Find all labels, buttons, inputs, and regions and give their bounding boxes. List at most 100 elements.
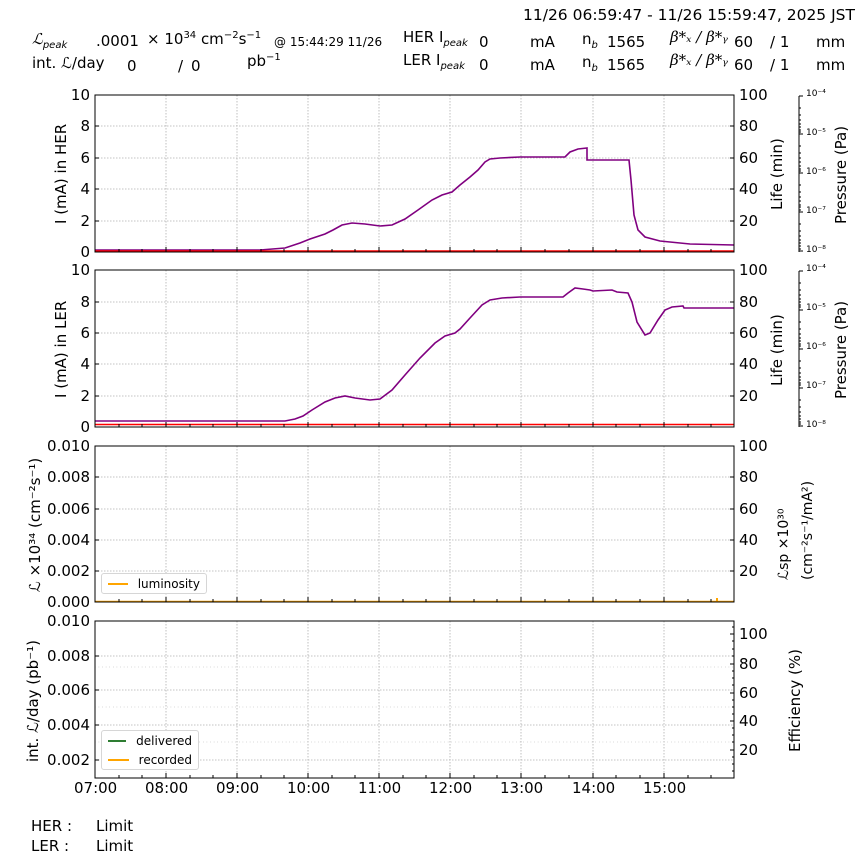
- ler-ytick-2: 2: [80, 387, 90, 405]
- intlumi-panel: [94, 620, 735, 779]
- lumi-y2tick-100: 100: [739, 437, 768, 455]
- her-y3tick-7: 10⁻⁷: [806, 206, 826, 216]
- her-ipeak-label: HER Ipeak: [403, 28, 468, 49]
- ler-beta-y: / 1: [770, 56, 790, 74]
- her-y2tick-100: 100: [739, 86, 768, 104]
- ler-beta-x: 60: [734, 56, 754, 74]
- intlumi-ytick-010: 0.010: [47, 612, 90, 630]
- intlumi-y2tick-20: 20: [739, 741, 759, 759]
- ler-y2tick-20: 20: [739, 387, 759, 405]
- lumi-panel: [94, 445, 735, 603]
- lumi-plot-frame: [94, 445, 735, 603]
- xtick-1300: 13:00: [500, 779, 544, 797]
- her-panel: [94, 94, 803, 253]
- intlumi-y2label: Efficiency (%): [786, 649, 804, 752]
- her-y2tick-20: 20: [739, 212, 759, 230]
- ler-ticks: [95, 301, 734, 427]
- intlumi-ytick-004: 0.004: [47, 716, 90, 734]
- footer-ler-label: LER :: [31, 837, 70, 855]
- ler-nb-sub: b: [591, 63, 598, 74]
- lumi-ytick-002: 0.002: [47, 562, 90, 580]
- lumi-ytick-008: 0.008: [47, 468, 90, 486]
- ler-ytick-8: 8: [80, 293, 90, 311]
- ler-ytick-0: 0: [80, 418, 90, 436]
- her-ytick-4: 4: [80, 180, 90, 198]
- her-ylabel: I (mA) in HER: [52, 123, 70, 224]
- xtick-1000: 10:00: [287, 779, 331, 797]
- lumi-y2tick-20: 20: [739, 562, 759, 580]
- her-plot-frame: [94, 94, 735, 253]
- her-ytick-0: 0: [80, 243, 90, 261]
- her-pressure-axis: [798, 95, 803, 252]
- luminosity-swatch: [108, 582, 128, 585]
- xtick-0700: 07:00: [74, 779, 118, 797]
- lpeak-label: ℒpeak: [32, 30, 67, 51]
- her-y2tick-40: 40: [739, 180, 759, 198]
- int-lumi-delivered: 0: [127, 57, 137, 75]
- ler-ipeak-text: LER I: [403, 51, 441, 69]
- lumi-ticks: [95, 476, 734, 602]
- lumi-spike: [716, 598, 718, 602]
- lpeak-unit-exp: 34: [183, 30, 197, 41]
- intlumi-ticks: [95, 626, 734, 778]
- xtick-1500: 15:00: [643, 779, 687, 797]
- footer-her-status: Limit: [96, 817, 134, 835]
- lumi-ytick-000: 0.000: [47, 593, 90, 611]
- her-beta-x: 60: [734, 33, 754, 51]
- her-ytick-10: 10: [70, 86, 90, 104]
- ler-ipeak-unit: mA: [530, 56, 555, 74]
- time-range: 11/26 06:59:47 - 11/26 15:59:47, 2025 JS…: [523, 6, 855, 24]
- xtick-0800: 08:00: [145, 779, 189, 797]
- intlumi-ytick-008: 0.008: [47, 647, 90, 665]
- lpeak-unit-cm-exp: −2: [223, 30, 239, 41]
- her-y2tick-60: 60: [739, 149, 759, 167]
- her-nb-sub: b: [591, 40, 598, 51]
- ler-y3tick-5: 10⁻⁵: [806, 303, 826, 313]
- her-nb-value: 1565: [607, 33, 646, 51]
- lpeak-unit-s: s: [238, 30, 247, 48]
- her-nb-label: nb: [582, 30, 598, 51]
- xtick-1100: 11:00: [358, 779, 402, 797]
- ler-y2tick-80: 80: [739, 293, 759, 311]
- her-grid: [95, 95, 734, 252]
- int-lumi-unit-exp: −1: [266, 52, 281, 63]
- her-ticks: [95, 125, 734, 252]
- xtick-0900: 09:00: [216, 779, 260, 797]
- intlumi-y2tick-40: 40: [739, 712, 759, 730]
- ler-beta-unit: mm: [816, 56, 846, 74]
- ler-y3tick-4: 10⁻⁴: [806, 264, 826, 274]
- ler-panel: [94, 269, 803, 428]
- her-y2label: Life (min): [768, 138, 786, 210]
- footer-her-label: HER :: [31, 817, 73, 835]
- her-y3tick-4: 10⁻⁴: [806, 89, 826, 99]
- her-ipeak-sub: peak: [443, 38, 468, 49]
- ler-y3tick-7: 10⁻⁷: [806, 381, 826, 391]
- lumi-ytick-004: 0.004: [47, 531, 90, 549]
- ler-ylabel: I (mA) in LER: [52, 300, 70, 398]
- lumi-y2tick-40: 40: [739, 531, 759, 549]
- xtick-1200: 12:00: [429, 779, 473, 797]
- ler-ipeak-label: LER Ipeak: [403, 51, 465, 72]
- xtick-1400: 14:00: [572, 779, 616, 797]
- ler-ytick-10: 10: [70, 261, 90, 279]
- her-beta-label: β*ₓ / β*ᵧ: [670, 28, 728, 46]
- legend-item-luminosity: luminosity: [102, 574, 206, 593]
- ler-y3tick-8: 10⁻⁸: [806, 420, 826, 430]
- int-lumi-sep: /: [178, 57, 184, 75]
- recorded-swatch: [108, 758, 129, 761]
- ler-nb-text: n: [582, 53, 592, 71]
- lpeak-unit-prefix: × 10: [147, 30, 184, 48]
- intlumi-grid: [95, 621, 734, 778]
- ler-plot-frame: [94, 269, 735, 428]
- lumi-ylabel: ℒ ×10³⁴ (cm⁻²s⁻¹): [26, 457, 44, 592]
- delivered-swatch: [108, 739, 127, 742]
- legend-item-delivered: delivered: [102, 731, 198, 750]
- intlumi-ytick-006: 0.006: [47, 681, 90, 699]
- lpeak-unit-cm: cm: [196, 30, 224, 48]
- her-ipeak-unit: mA: [530, 33, 555, 51]
- her-ipeak-text: HER I: [403, 28, 444, 46]
- her-y2tick-80: 80: [739, 117, 759, 135]
- int-lumi-unit-base: pb: [247, 52, 267, 70]
- her-y3tick-5: 10⁻⁵: [806, 128, 826, 138]
- int-lumi-recorded: 0: [191, 57, 201, 75]
